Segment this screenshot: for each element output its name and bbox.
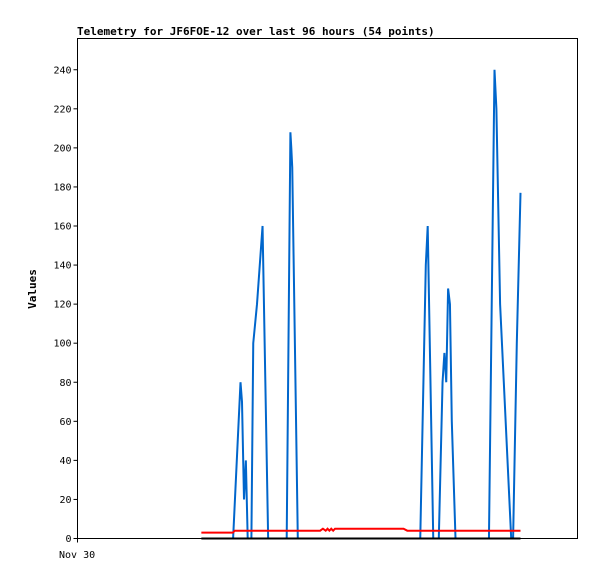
y-axis-label: Values <box>26 269 39 309</box>
y-tick-label: 100 <box>53 339 71 350</box>
y-tick-label: 220 <box>53 104 71 115</box>
y-tick-label: 20 <box>59 495 71 506</box>
series-layer <box>201 69 522 540</box>
y-axis-ticks: 0 20 40 60 80 100 120 140 160 180 200 220 240 <box>53 65 78 545</box>
plot-frame <box>77 38 578 539</box>
y-tick-label: 160 <box>53 222 71 233</box>
y-tick-label: 60 <box>59 417 71 428</box>
chart-title: Telemetry for JF6FOE-12 over last 96 hou… <box>77 25 435 38</box>
y-tick-label: 120 <box>53 300 71 311</box>
y-tick-label: 0 <box>65 534 71 545</box>
y-tick-label: 180 <box>53 182 71 193</box>
x-tick-label: Nov 30 <box>59 550 95 561</box>
y-tick-label: 200 <box>53 143 71 154</box>
y-tick-label: 240 <box>53 65 71 76</box>
series-line-1 <box>229 69 522 540</box>
y-tick-label: 140 <box>53 261 71 272</box>
x-axis-ticks: Nov 30 <box>59 538 95 561</box>
series-line-2 <box>201 527 521 534</box>
y-tick-label: 40 <box>59 456 71 467</box>
y-tick-label: 80 <box>59 378 71 389</box>
